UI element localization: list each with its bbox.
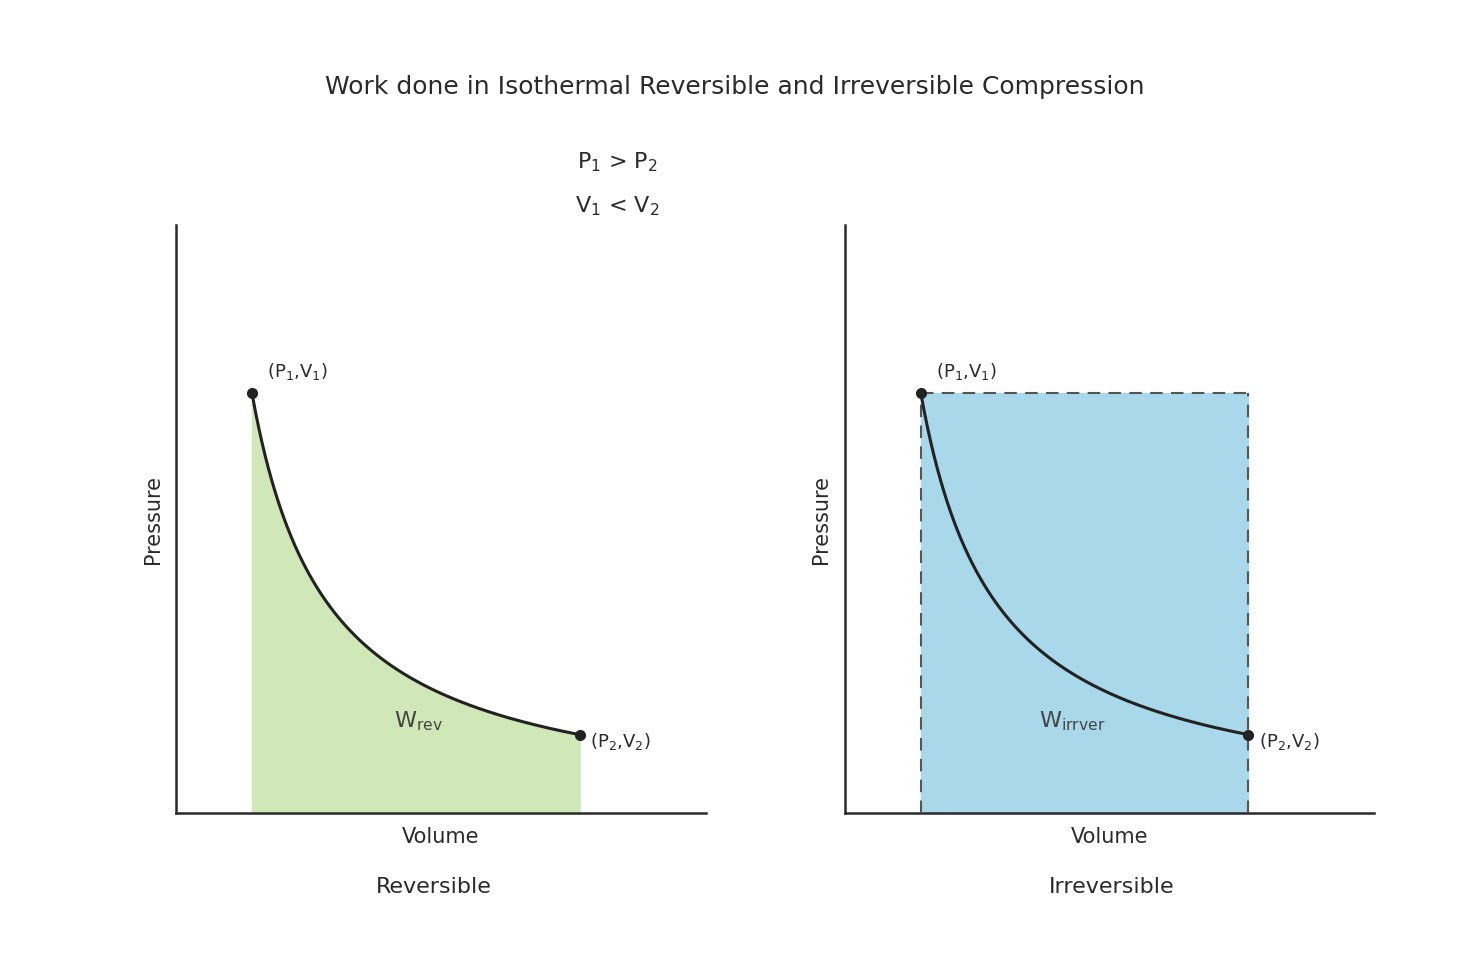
- Text: Irreversible: Irreversible: [1048, 877, 1175, 897]
- Text: (P$_2$,V$_2$): (P$_2$,V$_2$): [589, 731, 650, 753]
- Y-axis label: Pressure: Pressure: [811, 475, 832, 564]
- Text: Reversible: Reversible: [376, 877, 491, 897]
- Text: W$_\mathregular{rev}$: W$_\mathregular{rev}$: [394, 710, 442, 733]
- Text: P$_1$ > P$_2$: P$_1$ > P$_2$: [578, 150, 657, 173]
- X-axis label: Volume: Volume: [403, 827, 479, 848]
- Text: (P$_1$,V$_1$): (P$_1$,V$_1$): [268, 361, 328, 381]
- X-axis label: Volume: Volume: [1072, 827, 1148, 848]
- Text: Work done in Isothermal Reversible and Irreversible Compression: Work done in Isothermal Reversible and I…: [325, 75, 1145, 99]
- Text: W$_\mathregular{irrver}$: W$_\mathregular{irrver}$: [1039, 710, 1105, 733]
- Text: (P$_2$,V$_2$): (P$_2$,V$_2$): [1258, 731, 1319, 753]
- Polygon shape: [920, 393, 1248, 813]
- Text: V$_1$ < V$_2$: V$_1$ < V$_2$: [575, 194, 660, 218]
- Y-axis label: Pressure: Pressure: [143, 475, 163, 564]
- Text: (P$_1$,V$_1$): (P$_1$,V$_1$): [936, 361, 997, 381]
